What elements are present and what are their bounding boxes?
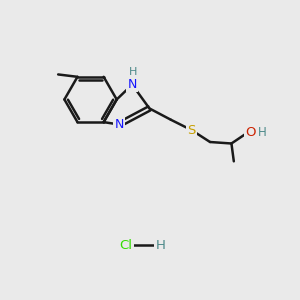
Text: H: H bbox=[155, 238, 165, 252]
Text: H: H bbox=[258, 126, 267, 139]
Text: S: S bbox=[188, 124, 196, 136]
Text: Cl: Cl bbox=[120, 238, 133, 252]
Text: N: N bbox=[114, 118, 124, 131]
Text: O: O bbox=[245, 126, 256, 139]
Text: H: H bbox=[129, 67, 137, 77]
Text: N: N bbox=[128, 78, 137, 91]
